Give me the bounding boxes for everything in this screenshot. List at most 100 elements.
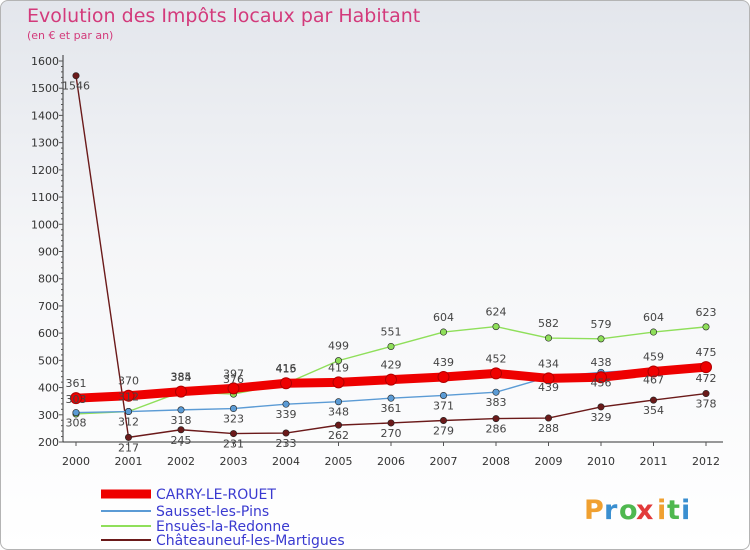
logo-letter: P bbox=[584, 495, 604, 526]
data-point bbox=[597, 335, 605, 343]
data-label: 262 bbox=[328, 429, 349, 442]
legend-label: Sausset-les-Pins bbox=[156, 504, 269, 520]
y-tick-label: 500 bbox=[38, 354, 59, 367]
data-point bbox=[230, 405, 238, 413]
data-label: 245 bbox=[171, 434, 192, 447]
y-tick-label: 700 bbox=[38, 300, 59, 313]
data-point bbox=[439, 328, 447, 336]
y-tick-label: 400 bbox=[38, 382, 59, 395]
data-label: 419 bbox=[328, 361, 349, 374]
data-point bbox=[177, 406, 185, 414]
data-label: 318 bbox=[171, 414, 192, 427]
data-point bbox=[490, 367, 502, 380]
data-label: 370 bbox=[118, 375, 139, 388]
data-point bbox=[332, 376, 345, 389]
data-point bbox=[544, 414, 552, 422]
data-point bbox=[387, 419, 395, 427]
data-label: 279 bbox=[433, 425, 454, 438]
x-tick-label: 2007 bbox=[430, 455, 458, 468]
data-label: 231 bbox=[223, 438, 244, 451]
data-label: 472 bbox=[696, 372, 717, 385]
data-point bbox=[647, 365, 660, 378]
data-label: 499 bbox=[328, 340, 349, 353]
x-tick-label: 2009 bbox=[535, 455, 563, 468]
data-point bbox=[122, 389, 135, 402]
data-point bbox=[177, 426, 185, 434]
data-point bbox=[70, 392, 82, 405]
data-label: 354 bbox=[643, 404, 664, 417]
legend-label: Ensuès-la-Redonne bbox=[156, 519, 290, 535]
x-tick-label: 2008 bbox=[482, 455, 510, 468]
data-point bbox=[702, 390, 710, 398]
data-point bbox=[125, 408, 133, 416]
data-point bbox=[72, 409, 80, 417]
logo-letter: i bbox=[681, 495, 690, 526]
data-point bbox=[437, 370, 450, 383]
logo-letter: r bbox=[604, 495, 618, 526]
data-label: 459 bbox=[643, 351, 664, 364]
data-label: 303 bbox=[66, 393, 87, 406]
y-tick-label: 1100 bbox=[31, 191, 59, 204]
y-tick-label: 1600 bbox=[31, 55, 59, 68]
series-layer bbox=[70, 72, 712, 441]
logo-letter: o bbox=[619, 495, 638, 526]
data-point bbox=[439, 417, 447, 425]
data-point bbox=[595, 371, 607, 384]
x-tick-label: 2006 bbox=[377, 455, 405, 468]
y-tick-label: 1400 bbox=[31, 109, 59, 122]
data-label: 415 bbox=[276, 362, 297, 375]
data-label: 378 bbox=[696, 398, 717, 411]
data-label: 312 bbox=[118, 416, 139, 429]
y-tick-label: 300 bbox=[38, 409, 59, 422]
data-label: 308 bbox=[66, 417, 87, 430]
data-label: 467 bbox=[643, 373, 664, 386]
data-label: 438 bbox=[591, 356, 612, 369]
y-tick-label: 800 bbox=[38, 273, 59, 286]
data-label: 348 bbox=[328, 406, 349, 419]
data-point bbox=[334, 421, 342, 429]
legend-label: CARRY-LE-ROUET bbox=[156, 487, 276, 503]
data-point bbox=[227, 382, 240, 395]
x-tick-label: 2003 bbox=[220, 455, 248, 468]
data-label: 288 bbox=[538, 422, 559, 435]
legend-label: Châteauneuf-les-Martigues bbox=[156, 533, 345, 549]
y-tick-label: 200 bbox=[38, 436, 59, 449]
data-label: 604 bbox=[643, 311, 664, 324]
x-tick-label: 2012 bbox=[692, 455, 720, 468]
data-label: 579 bbox=[591, 318, 612, 331]
chart-subtitle: (en € et par an) bbox=[27, 29, 114, 42]
data-point bbox=[492, 415, 500, 423]
data-label: 361 bbox=[381, 402, 402, 415]
x-tick-label: 2002 bbox=[167, 455, 195, 468]
data-point bbox=[542, 372, 555, 385]
data-label: 623 bbox=[696, 306, 717, 319]
data-point bbox=[544, 334, 552, 342]
data-label: 551 bbox=[381, 325, 402, 338]
logo-letter: x bbox=[636, 495, 653, 526]
data-label: 329 bbox=[591, 411, 612, 424]
data-label: 385 bbox=[171, 371, 192, 384]
data-point bbox=[280, 377, 292, 390]
data-point bbox=[385, 373, 397, 386]
data-point bbox=[492, 388, 500, 396]
data-label: 439 bbox=[433, 356, 454, 369]
axes: 200 300 400 500 600 700 800 900 1000 1100 1200 1300… bbox=[31, 55, 723, 468]
data-point bbox=[334, 357, 342, 365]
data-label: 475 bbox=[696, 346, 717, 359]
data-label: 429 bbox=[381, 359, 402, 372]
data-label: 270 bbox=[381, 427, 402, 440]
data-label: 624 bbox=[486, 306, 507, 319]
data-label: 217 bbox=[118, 441, 139, 454]
x-tick-label: 2001 bbox=[115, 455, 143, 468]
data-point bbox=[230, 430, 238, 438]
data-label: 416 bbox=[276, 362, 297, 375]
y-tick-label: 1500 bbox=[31, 82, 59, 95]
data-point bbox=[649, 328, 657, 336]
data-point bbox=[649, 396, 657, 404]
data-point bbox=[387, 342, 395, 350]
x-tick-label: 2000 bbox=[62, 455, 90, 468]
logo-letter: t bbox=[667, 495, 680, 526]
data-label: 339 bbox=[276, 408, 297, 421]
